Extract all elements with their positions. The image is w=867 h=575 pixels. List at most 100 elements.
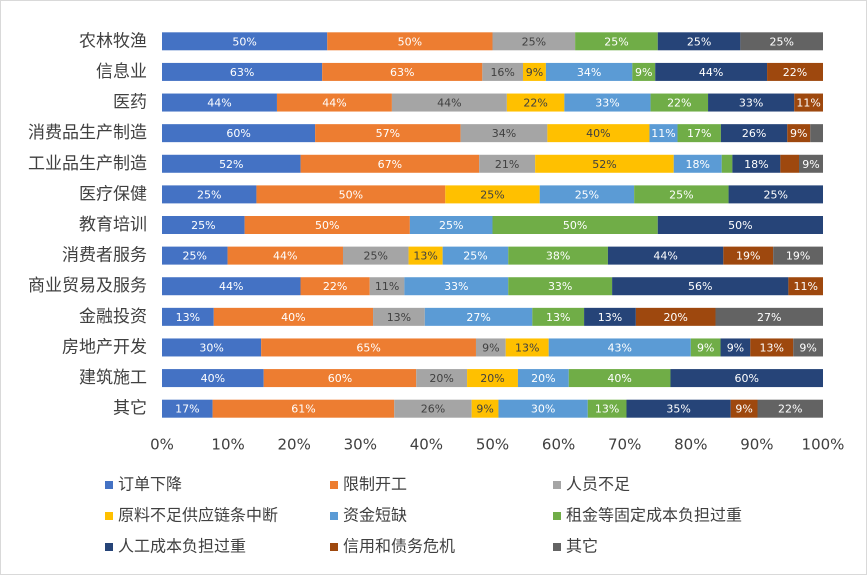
category-label: 消费者服务 [62, 246, 147, 266]
bar-segment [408, 246, 443, 265]
category-label: 建筑施工 [79, 368, 147, 388]
data-label: 38% [546, 250, 570, 263]
bar-segment [162, 185, 257, 204]
bar-segment [467, 369, 518, 388]
bar-segment [677, 124, 721, 143]
bar-segment [300, 277, 370, 296]
x-tick-label: 90% [740, 436, 773, 454]
bar-segment [315, 124, 461, 143]
x-tick-label: 60% [542, 436, 575, 454]
data-label: 40% [607, 372, 631, 385]
data-label: 44% [273, 250, 297, 263]
data-label: 13% [546, 311, 570, 324]
bar-segment [670, 369, 823, 388]
data-label: 27% [466, 311, 490, 324]
legend-label: 租金等固定成本负担过重 [566, 506, 742, 525]
data-label: 16% [490, 66, 514, 79]
data-label: 60% [735, 372, 759, 385]
bar-segment [505, 338, 549, 357]
data-label: 25% [364, 250, 388, 263]
bar-segment [787, 124, 811, 143]
data-label: 20% [480, 372, 504, 385]
bar-segment [263, 369, 417, 388]
x-tick-label: 70% [608, 436, 641, 454]
bar-segment [261, 338, 476, 357]
data-label: 33% [595, 97, 619, 110]
bar-segment [720, 124, 788, 143]
data-label: 25% [191, 219, 215, 232]
legend-swatch [553, 512, 561, 520]
bar-segment [788, 277, 823, 296]
bar-segment [767, 62, 823, 81]
data-label: 50% [398, 35, 422, 48]
data-label: 33% [739, 97, 763, 110]
category-label: 金融投资 [79, 307, 147, 327]
bar-segment [655, 62, 768, 81]
legend-swatch [330, 481, 338, 489]
x-tick-label: 20% [278, 436, 311, 454]
bar-segment [162, 338, 262, 357]
category-label: 房地产开发 [62, 337, 147, 357]
data-label: 27% [757, 311, 781, 324]
bar-segment [545, 62, 633, 81]
data-label: 19% [736, 250, 760, 263]
bar-segment [517, 369, 569, 388]
data-label: 52% [592, 158, 616, 171]
category-label: 消费品生产制造 [28, 123, 147, 143]
data-label: 9% [482, 341, 499, 354]
bar-segment [162, 62, 323, 81]
data-label: 9% [697, 341, 714, 354]
bar-segment [416, 369, 468, 388]
data-label: 9% [635, 66, 652, 79]
bar-segment [547, 124, 650, 143]
data-label: 26% [421, 403, 445, 416]
data-label: 25% [764, 188, 788, 201]
bar-segment [391, 93, 507, 112]
bar-segment [626, 399, 731, 418]
bar-segment [564, 93, 651, 112]
bar-segment [794, 93, 823, 112]
data-label: 17% [175, 403, 199, 416]
bar-segment [212, 399, 395, 418]
data-label: 9% [799, 341, 816, 354]
data-label: 13% [598, 311, 622, 324]
data-label: 21% [495, 158, 519, 171]
data-label: 13% [387, 311, 411, 324]
bar-segment [539, 185, 635, 204]
data-label: 9% [526, 66, 543, 79]
data-label: 11% [796, 97, 820, 110]
bar-segment [276, 93, 392, 112]
legend-label: 原料不足供应链条中断 [118, 506, 278, 525]
data-label: 13% [176, 311, 200, 324]
bar-segment [728, 185, 823, 204]
legend-label: 订单下降 [118, 475, 182, 494]
bar-segment [409, 216, 493, 234]
bar-segment [256, 185, 446, 204]
bar-segment [322, 62, 483, 81]
data-label: 22% [523, 97, 547, 110]
data-label: 34% [492, 127, 516, 140]
data-label: 50% [563, 219, 587, 232]
data-label: 44% [699, 66, 723, 79]
bar-segment [162, 216, 245, 234]
data-label: 33% [548, 280, 572, 293]
bar-segment [575, 32, 658, 51]
bar-segment [213, 307, 374, 326]
category-label: 其它 [113, 399, 147, 419]
x-tick-label: 10% [211, 436, 244, 454]
bar-segment [162, 307, 214, 326]
bar-segment [369, 277, 405, 296]
bar-segment [773, 246, 823, 265]
data-label: 60% [328, 372, 352, 385]
data-label: 25% [439, 219, 463, 232]
bar-segment [460, 124, 548, 143]
data-label: 17% [687, 127, 711, 140]
bar-segment [780, 154, 800, 173]
data-label: 11% [375, 280, 399, 293]
bar-segment [708, 93, 795, 112]
legend-label: 限制开工 [343, 475, 407, 494]
data-label: 20% [429, 372, 453, 385]
data-label: 9% [727, 341, 744, 354]
bar-segment [227, 246, 343, 265]
